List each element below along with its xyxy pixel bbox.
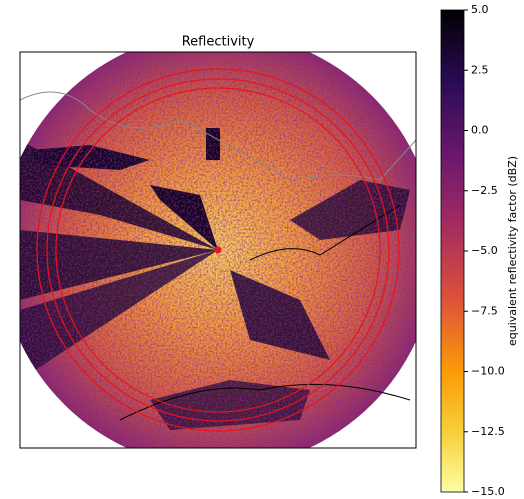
chart: Reflectivity equivalent reflectivity fac…: [0, 0, 524, 499]
colorbar-tick-label: −10.0: [471, 365, 505, 378]
radar-image: [0, 32, 436, 468]
colorbar-tick-label: −12.5: [471, 425, 505, 438]
colorbar-tick-label: −15.0: [471, 485, 505, 498]
colorbar-tick-label: 0.0: [471, 124, 489, 137]
colorbar-tick-label: −5.0: [471, 244, 498, 257]
colorbar-tick-label: −7.5: [471, 304, 498, 317]
colorbar-tick-label: 5.0: [471, 3, 489, 16]
colorbar-tick-label: 2.5: [471, 63, 489, 76]
colorbar-label: equivalent reflectivity factor (dBZ): [506, 156, 519, 346]
chart-title: Reflectivity: [182, 35, 255, 50]
colorbar: [441, 10, 464, 492]
colorbar-tick-label: −2.5: [471, 184, 498, 197]
